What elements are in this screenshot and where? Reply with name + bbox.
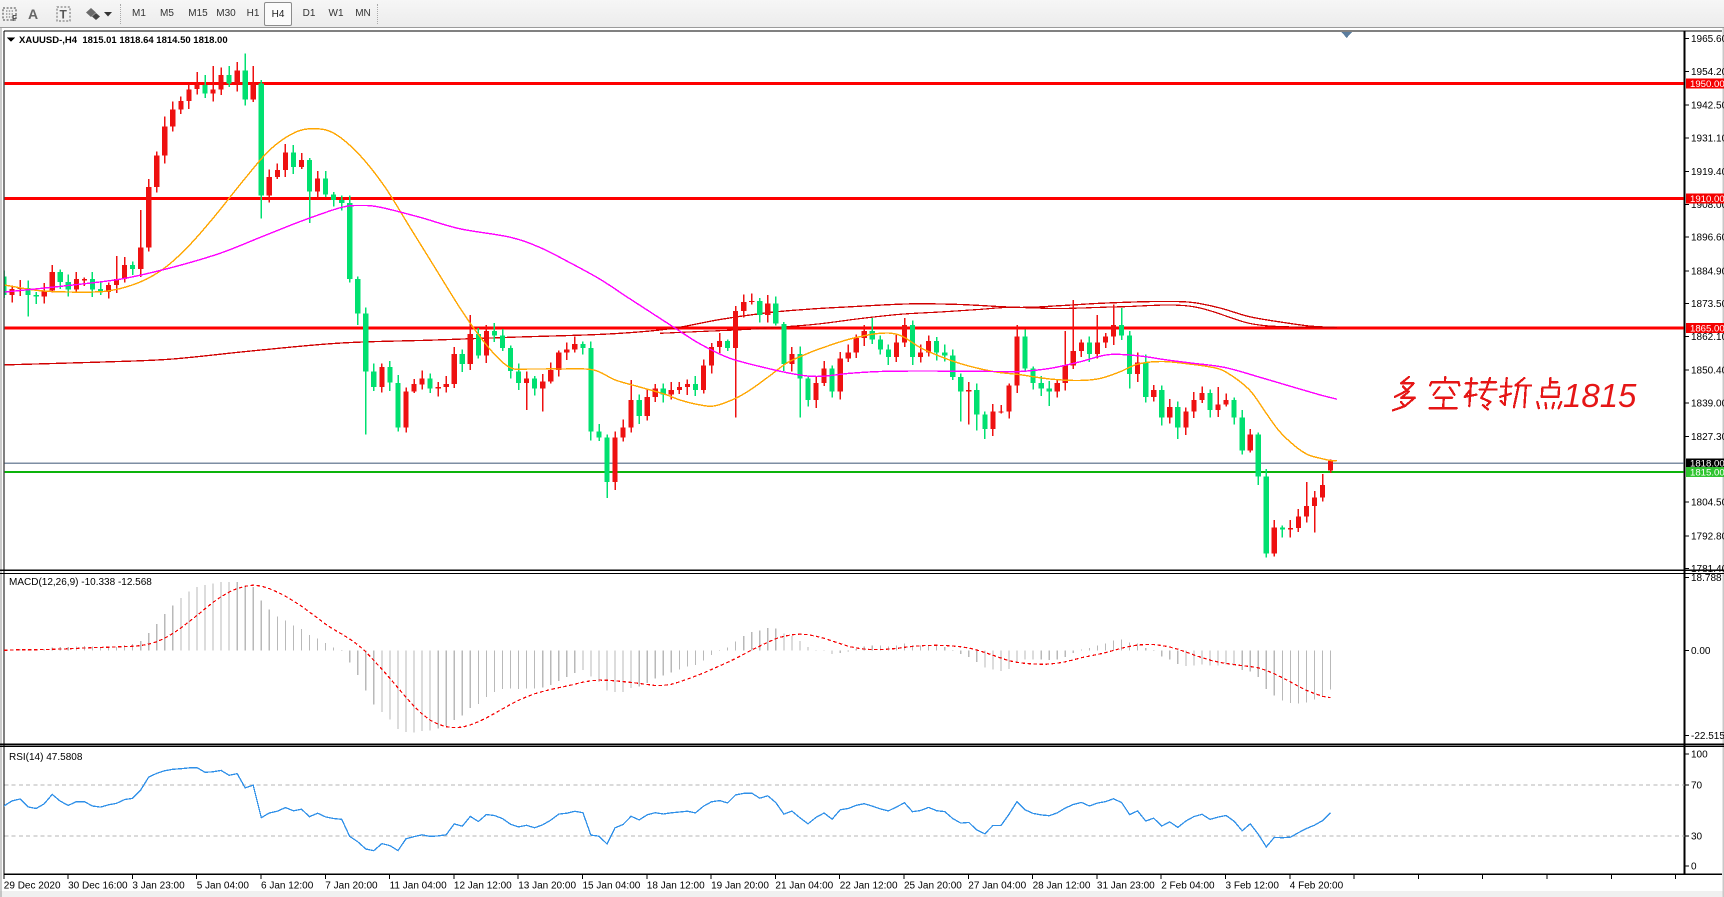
svg-text:19 Jan 20:00: 19 Jan 20:00 bbox=[711, 881, 769, 892]
svg-text:30: 30 bbox=[1691, 832, 1703, 843]
svg-text:28 Jan 12:00: 28 Jan 12:00 bbox=[1033, 881, 1091, 892]
svg-text:5 Jan 04:00: 5 Jan 04:00 bbox=[197, 881, 250, 892]
svg-text:1781.40: 1781.40 bbox=[1691, 564, 1724, 575]
svg-text:1896.60: 1896.60 bbox=[1691, 233, 1724, 244]
svg-text:6 Jan 12:00: 6 Jan 12:00 bbox=[261, 881, 314, 892]
svg-text:0.00: 0.00 bbox=[1691, 646, 1711, 657]
svg-text:1965.60: 1965.60 bbox=[1691, 34, 1724, 45]
svg-text:70: 70 bbox=[1691, 781, 1703, 792]
svg-text:1815.00: 1815.00 bbox=[1690, 467, 1724, 478]
svg-text:2 Feb 04:00: 2 Feb 04:00 bbox=[1161, 881, 1215, 892]
svg-text:7 Jan 20:00: 7 Jan 20:00 bbox=[325, 881, 378, 892]
svg-text:A: A bbox=[28, 6, 38, 22]
svg-text:27 Jan 04:00: 27 Jan 04:00 bbox=[968, 881, 1026, 892]
svg-text:1839.00: 1839.00 bbox=[1691, 398, 1724, 409]
svg-text:1862.10: 1862.10 bbox=[1691, 332, 1724, 343]
svg-text:100: 100 bbox=[1691, 750, 1708, 761]
svg-text:1910.00: 1910.00 bbox=[1690, 194, 1724, 205]
svg-text:1827.30: 1827.30 bbox=[1691, 432, 1724, 443]
svg-text:3 Jan 23:00: 3 Jan 23:00 bbox=[132, 881, 185, 892]
svg-text:1919.40: 1919.40 bbox=[1691, 167, 1724, 178]
svg-text:1908.00: 1908.00 bbox=[1691, 200, 1724, 211]
svg-text:21 Jan 04:00: 21 Jan 04:00 bbox=[775, 881, 833, 892]
svg-text:1931.10: 1931.10 bbox=[1691, 133, 1724, 144]
svg-text:11 Jan 04:00: 11 Jan 04:00 bbox=[390, 881, 448, 892]
svg-text:T: T bbox=[60, 8, 68, 22]
svg-text:1873.50: 1873.50 bbox=[1691, 299, 1724, 310]
svg-text:1815: 1815 bbox=[1563, 377, 1637, 414]
svg-text:1954.20: 1954.20 bbox=[1691, 67, 1724, 78]
svg-text:13 Jan 20:00: 13 Jan 20:00 bbox=[518, 881, 576, 892]
svg-text:15 Jan 04:00: 15 Jan 04:00 bbox=[583, 881, 641, 892]
svg-text:1850.40: 1850.40 bbox=[1691, 366, 1724, 377]
svg-text:0: 0 bbox=[1691, 862, 1697, 873]
svg-text:30 Dec 16:00: 30 Dec 16:00 bbox=[68, 881, 128, 892]
svg-text:MACD(12,26,9) -10.338 -12.568: MACD(12,26,9) -10.338 -12.568 bbox=[9, 577, 152, 588]
svg-text:31 Jan 23:00: 31 Jan 23:00 bbox=[1097, 881, 1155, 892]
svg-text:1818.00: 1818.00 bbox=[1690, 459, 1724, 470]
svg-text:1884.90: 1884.90 bbox=[1691, 266, 1724, 277]
svg-text:12 Jan 12:00: 12 Jan 12:00 bbox=[454, 881, 512, 892]
svg-text:1942.50: 1942.50 bbox=[1691, 101, 1724, 112]
svg-text:RSI(14) 47.5808: RSI(14) 47.5808 bbox=[9, 752, 83, 763]
svg-text:1792.80: 1792.80 bbox=[1691, 531, 1724, 542]
svg-text:25 Jan 20:00: 25 Jan 20:00 bbox=[904, 881, 962, 892]
svg-text:XAUUSD-,H4 1815.01 1818.64 18: XAUUSD-,H4 1815.01 1818.64 1814.50 1818.… bbox=[19, 35, 228, 46]
svg-text:1865.00: 1865.00 bbox=[1690, 324, 1724, 335]
svg-text:3 Feb 12:00: 3 Feb 12:00 bbox=[1226, 881, 1280, 892]
svg-text:-22.515: -22.515 bbox=[1691, 731, 1724, 742]
svg-text:22 Jan 12:00: 22 Jan 12:00 bbox=[840, 881, 898, 892]
svg-text:1950.00: 1950.00 bbox=[1690, 79, 1724, 90]
svg-text:1804.50: 1804.50 bbox=[1691, 498, 1724, 509]
svg-text:18 Jan 12:00: 18 Jan 12:00 bbox=[647, 881, 705, 892]
svg-text:29 Dec 2020: 29 Dec 2020 bbox=[4, 881, 61, 892]
svg-text:4 Feb 20:00: 4 Feb 20:00 bbox=[1290, 881, 1344, 892]
svg-text:F: F bbox=[12, 14, 17, 23]
svg-text:18.788: 18.788 bbox=[1691, 573, 1722, 584]
